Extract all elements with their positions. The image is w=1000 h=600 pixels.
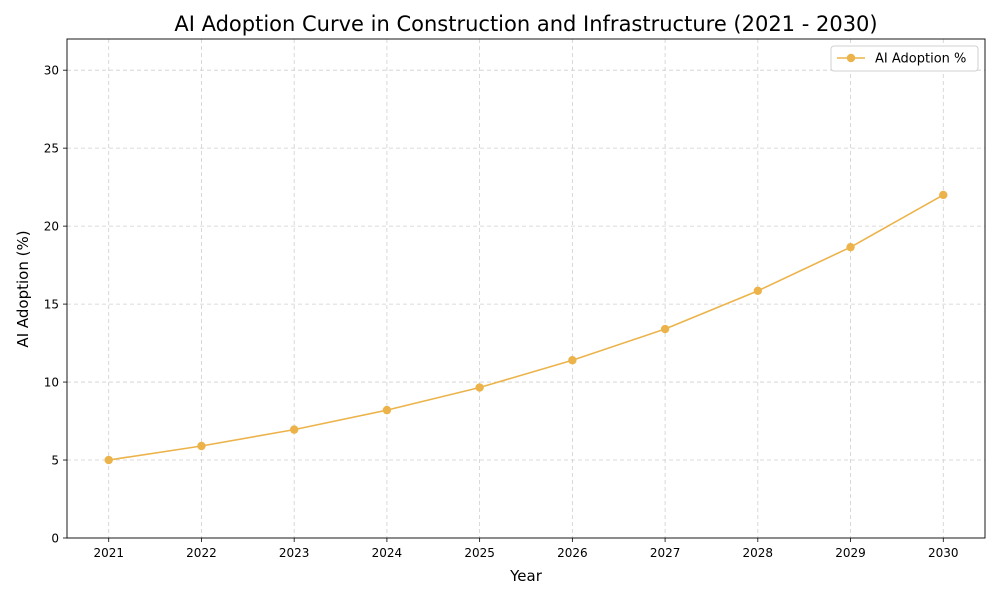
- y-tick-label: 10: [44, 375, 59, 389]
- series-line-ai-adoption: [108, 194, 944, 461]
- x-tick-label: 2027: [650, 546, 681, 560]
- x-tick-label: 2030: [928, 546, 959, 560]
- y-axis-label: AI Adoption (%): [14, 230, 32, 347]
- data-point-marker: [197, 441, 206, 451]
- x-tick-label: 2024: [372, 546, 403, 560]
- legend-marker-swatch: [846, 53, 856, 63]
- x-tick-label: 2028: [743, 546, 774, 560]
- data-point-marker: [475, 383, 484, 392]
- data-point-marker: [660, 324, 670, 334]
- chart-title: AI Adoption Curve in Construction and In…: [174, 12, 877, 36]
- data-point-marker: [104, 455, 113, 465]
- y-tick-label: 0: [51, 531, 59, 545]
- x-tick-label: 2023: [279, 546, 310, 560]
- x-tick-label: 2029: [835, 546, 866, 560]
- plot-frame: [66, 38, 986, 539]
- legend-entry-label: AI Adoption %: [875, 52, 966, 67]
- y-tick-label: 20: [44, 219, 59, 233]
- axis-ticks: 2021 2022 2023 2024 2025 2026 2027 2028 2029 2030…: [44, 63, 959, 560]
- series-layer: [104, 190, 948, 465]
- data-point-marker: [753, 286, 763, 296]
- data-point-marker: [382, 405, 392, 415]
- y-tick-label: 25: [44, 141, 59, 155]
- x-tick-label: 2021: [93, 546, 124, 560]
- x-tick-label: 2022: [186, 546, 217, 560]
- data-point-marker: [289, 425, 299, 434]
- legend: AI Adoption %: [830, 45, 979, 72]
- grid: [67, 39, 985, 538]
- x-axis-label: Year: [509, 567, 543, 585]
- x-tick-label: 2026: [557, 546, 588, 560]
- y-tick-label: 15: [44, 297, 59, 311]
- y-tick-label: 5: [51, 453, 59, 467]
- data-point-marker: [939, 190, 948, 200]
- y-tick-label: 30: [44, 63, 59, 77]
- data-point-marker: [846, 242, 855, 252]
- x-tick-label: 2025: [464, 546, 495, 560]
- legend-box: [830, 45, 979, 72]
- data-point-marker: [568, 356, 577, 365]
